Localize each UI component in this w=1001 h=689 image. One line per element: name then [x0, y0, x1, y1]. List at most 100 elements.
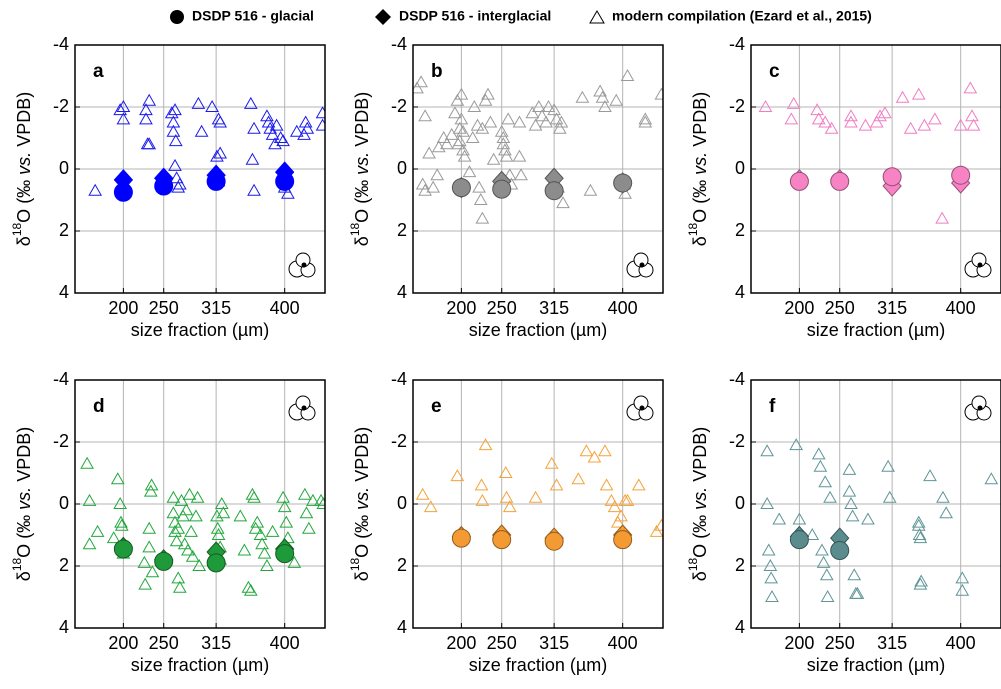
modern-point — [315, 106, 325, 119]
modern-point — [913, 531, 928, 544]
modern-point — [579, 444, 594, 457]
modern-point — [430, 168, 445, 181]
x-axis-label: size fraction (µm) — [807, 320, 945, 340]
modern-point — [418, 109, 432, 122]
y-axis-label-part: vs. — [14, 487, 34, 510]
modern-point — [269, 118, 284, 131]
y-tick-label: 4 — [397, 617, 407, 637]
modern-point — [253, 527, 268, 540]
y-tick-label: 4 — [397, 282, 407, 302]
y-tick-label: -4 — [729, 34, 745, 54]
x-tick-label: 400 — [608, 298, 638, 318]
x-tick-label: 400 — [270, 633, 300, 653]
modern-point — [265, 524, 280, 537]
modern-point — [473, 192, 488, 205]
modern-point — [281, 186, 295, 199]
glacial-point — [544, 181, 564, 201]
marks — [88, 93, 325, 202]
modern-point — [164, 106, 179, 119]
modern-point — [422, 146, 436, 159]
modern-point — [211, 527, 226, 540]
modern-point — [452, 134, 467, 147]
x-tick-label: 250 — [825, 633, 855, 653]
modern-point — [166, 124, 181, 137]
modern-point — [456, 124, 470, 137]
x-axis-label: size fraction (µm) — [469, 655, 607, 675]
modern-point — [454, 112, 469, 125]
x-tick-label: 200 — [108, 298, 138, 318]
y-axis-label-part: VPDB) — [690, 427, 710, 487]
modern-point — [116, 99, 131, 112]
modern-point — [113, 103, 128, 116]
x-tick-label: 400 — [946, 298, 976, 318]
modern-point — [494, 124, 509, 137]
y-tick-label: -2 — [729, 96, 745, 116]
y-tick-label: -4 — [391, 369, 407, 389]
modern-point — [470, 118, 485, 131]
modern-point — [265, 127, 280, 140]
modern-point — [456, 143, 470, 156]
modern-point — [955, 583, 970, 596]
modern-point — [911, 515, 926, 528]
marks — [758, 81, 981, 224]
modern-point — [243, 583, 258, 596]
y-axis-label-part: O (‰ — [690, 175, 710, 223]
modern-point — [607, 500, 622, 513]
modern-point — [314, 493, 325, 506]
x-tick-label: 200 — [446, 298, 476, 318]
modern-point — [142, 521, 157, 534]
modern-point — [811, 447, 826, 460]
glacial-point — [830, 541, 850, 560]
modern-point — [478, 438, 493, 451]
y-axis-label-part: δ — [352, 571, 372, 581]
glacial-point — [113, 539, 133, 559]
modern-point — [784, 112, 799, 125]
modern-point — [936, 490, 950, 503]
modern-point — [82, 493, 97, 506]
modern-point — [917, 118, 932, 131]
y-tick-label: -4 — [391, 34, 407, 54]
glacial-point — [113, 182, 133, 202]
y-axis-label-part: vs. — [690, 487, 710, 510]
glacial-point — [206, 553, 226, 573]
modern-point — [82, 537, 97, 550]
plot-frame — [412, 44, 664, 294]
modern-point — [137, 555, 152, 568]
icon-aperture — [301, 262, 307, 268]
y-tick-label: 2 — [59, 220, 69, 240]
modern-point — [168, 103, 182, 116]
y-tick-label: -2 — [729, 431, 745, 451]
modern-point — [444, 127, 459, 140]
modern-point — [243, 96, 258, 109]
modern-point — [279, 515, 294, 528]
modern-point — [818, 115, 833, 128]
modern-point — [440, 137, 454, 150]
y-tick-label: 0 — [735, 493, 745, 513]
plot-frame — [74, 379, 326, 629]
modern-point — [911, 87, 926, 100]
modern-point — [472, 180, 486, 193]
modern-point — [820, 589, 835, 602]
modern-point — [764, 571, 779, 584]
modern-point — [881, 459, 895, 472]
y-axis-label-part: O (‰ — [690, 510, 710, 558]
modern-point — [194, 124, 209, 137]
modern-point — [450, 469, 465, 482]
modern-point — [912, 527, 927, 540]
marks — [413, 68, 663, 224]
y-tick-label: -2 — [53, 431, 69, 451]
modern-point — [609, 93, 624, 106]
modern-point — [179, 503, 194, 516]
modern-point — [113, 496, 128, 509]
modern-point — [654, 87, 663, 100]
y-axis-label-part: vs. — [352, 487, 372, 510]
modern-point — [869, 115, 884, 128]
y-axis-label-part: δ — [14, 236, 34, 246]
modern-point — [142, 137, 157, 150]
modern-point — [287, 555, 302, 568]
y-tick-label: 0 — [59, 158, 69, 178]
modern-point — [595, 90, 610, 103]
